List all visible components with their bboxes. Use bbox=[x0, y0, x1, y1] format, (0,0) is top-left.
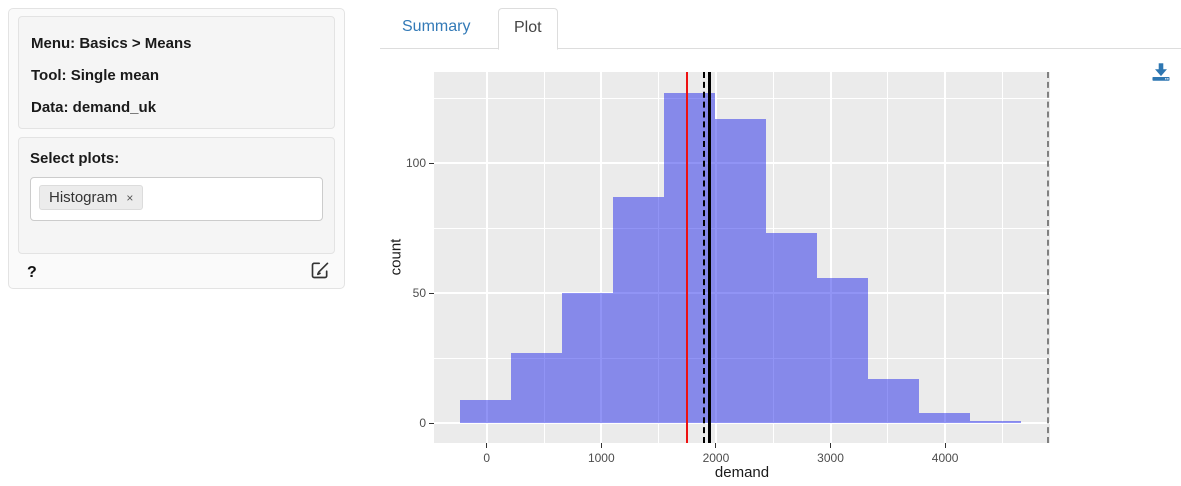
y-minor-gridline bbox=[434, 227, 1050, 229]
histogram-bar bbox=[511, 353, 563, 424]
y-tick-label: 0 bbox=[419, 416, 426, 431]
x-tick-mark bbox=[600, 443, 602, 448]
menu-breadcrumb: Menu: Basics > Means bbox=[31, 35, 192, 52]
x-major-gridline bbox=[600, 72, 603, 443]
y-tick-label: 50 bbox=[412, 286, 426, 301]
help-icon[interactable]: ? bbox=[27, 264, 37, 281]
ci-dashed-line bbox=[703, 72, 706, 443]
edit-icon[interactable] bbox=[310, 260, 330, 280]
y-tick-mark bbox=[429, 292, 434, 294]
x-major-gridline bbox=[714, 72, 717, 443]
comparison-value-line bbox=[686, 72, 689, 443]
histogram-bar bbox=[766, 233, 818, 424]
tab-bar: Summary Plot bbox=[380, 0, 1181, 50]
x-tick-label: 2000 bbox=[702, 451, 730, 465]
histogram-bar bbox=[613, 196, 665, 424]
tab-summary[interactable]: Summary bbox=[402, 18, 471, 35]
x-tick-mark bbox=[830, 443, 832, 448]
y-major-gridline bbox=[434, 162, 1050, 165]
tab-plot[interactable]: Plot bbox=[498, 8, 558, 50]
x-minor-gridline bbox=[1001, 72, 1003, 443]
plot-panel bbox=[434, 72, 1050, 443]
x-minor-gridline bbox=[772, 72, 774, 443]
histogram-bar bbox=[919, 413, 971, 424]
sidebar: Menu: Basics > Means Tool: Single mean D… bbox=[8, 8, 345, 289]
mean-line bbox=[708, 72, 712, 443]
histogram-plot: demand count 0 1000 2000 3000 4000 0 50 100 bbox=[388, 72, 1050, 481]
y-minor-gridline bbox=[434, 357, 1050, 359]
upper-range-dashed-line bbox=[1047, 72, 1050, 443]
histogram-bar bbox=[664, 92, 716, 424]
select-plots-label: Select plots: bbox=[30, 150, 120, 167]
tool-summary-panel: Menu: Basics > Means Tool: Single mean D… bbox=[18, 16, 335, 129]
x-minor-gridline bbox=[658, 72, 660, 443]
x-tick-mark bbox=[944, 443, 946, 448]
sidebar-footer: ? bbox=[19, 258, 332, 282]
download-icon[interactable] bbox=[1150, 61, 1172, 83]
x-minor-gridline bbox=[543, 72, 545, 443]
y-tick-mark bbox=[429, 162, 434, 164]
plots-multiselect-input[interactable]: Histogram × bbox=[30, 177, 323, 221]
x-major-gridline bbox=[944, 72, 947, 443]
dataset-label: Data: demand_uk bbox=[31, 99, 157, 116]
x-major-gridline bbox=[485, 72, 488, 443]
histogram-bar bbox=[817, 277, 869, 424]
x-tick-mark bbox=[486, 443, 488, 448]
select-plots-panel: Select plots: Histogram × bbox=[18, 137, 335, 254]
x-tick-label: 3000 bbox=[817, 451, 844, 465]
x-major-gridline bbox=[829, 72, 832, 443]
x-tick-label: 0 bbox=[483, 451, 491, 465]
main-panel: Summary Plot bbox=[380, 0, 1181, 486]
y-tick-mark bbox=[429, 422, 434, 424]
histogram-bar bbox=[970, 420, 1022, 424]
tool-label: Tool: Single mean bbox=[31, 67, 160, 84]
y-minor-gridline bbox=[434, 97, 1050, 99]
y-major-gridline bbox=[434, 422, 1050, 425]
x-tick-label: 4000 bbox=[931, 451, 959, 465]
histogram-bar bbox=[562, 293, 614, 424]
y-major-gridline bbox=[434, 292, 1050, 295]
histogram-bar bbox=[715, 118, 767, 424]
selected-plot-chip[interactable]: Histogram × bbox=[39, 185, 144, 210]
y-axis-title: count bbox=[387, 238, 405, 276]
y-tick-label: 100 bbox=[405, 156, 426, 171]
histogram-bar bbox=[460, 400, 512, 424]
x-tick-mark bbox=[715, 443, 717, 448]
x-axis-title: demand bbox=[714, 464, 770, 481]
histogram-bar bbox=[868, 379, 920, 424]
x-tick-label: 1000 bbox=[587, 451, 615, 465]
selected-plot-label: Histogram bbox=[49, 189, 118, 206]
x-minor-gridline bbox=[887, 72, 889, 443]
remove-icon[interactable]: × bbox=[126, 190, 134, 205]
